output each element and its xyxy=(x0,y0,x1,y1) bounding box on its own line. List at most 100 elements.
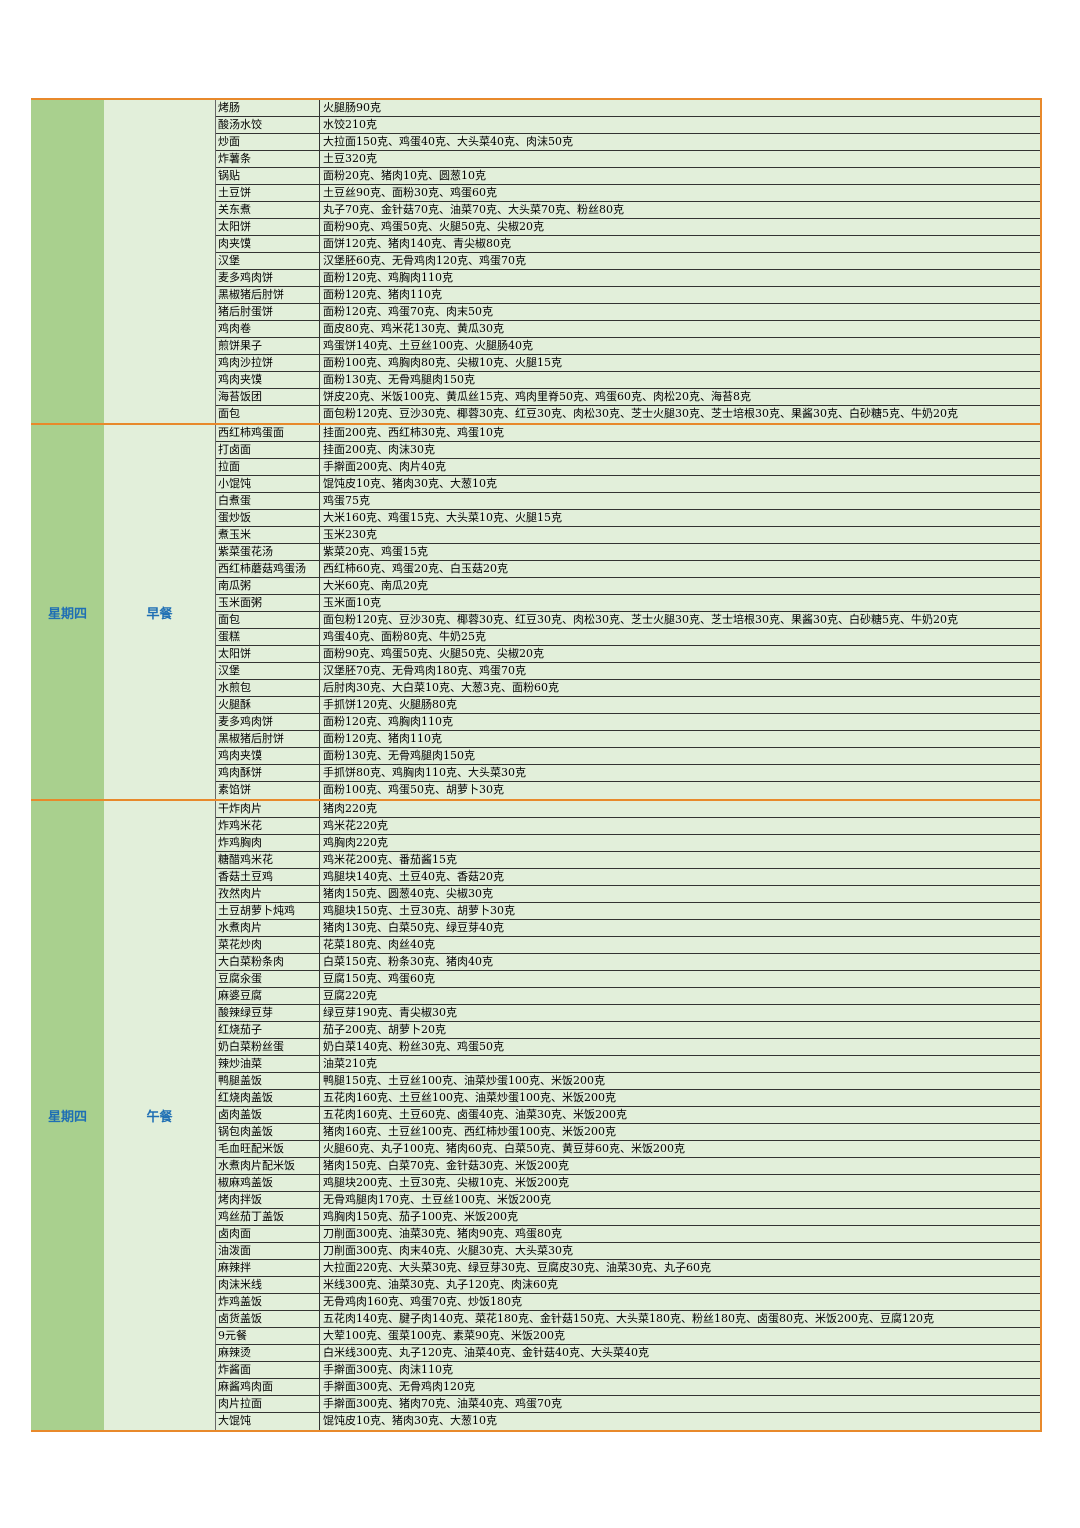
dish-name: 麻辣拌 xyxy=(215,1260,320,1276)
dish-name: 豆腐汆蛋 xyxy=(215,971,320,987)
ingredients: 猪肉220克 xyxy=(323,802,377,815)
ingredients: 玉米230克 xyxy=(323,528,377,541)
dish-name: 太阳饼 xyxy=(215,219,320,235)
ingredients: 鸡蛋75克 xyxy=(323,494,370,507)
dish-name: 锅贴 xyxy=(215,168,320,184)
ingredients: 手擀面300克、猪肉70克、油菜40克、鸡蛋70克 xyxy=(323,1397,562,1410)
dish-name: 西红柿鸡蛋面 xyxy=(215,425,320,441)
table-row: 煎饼果子 鸡蛋饼140克、土豆丝100克、火腿肠40克 xyxy=(215,338,1040,355)
ingredients: 大米160克、鸡蛋15克、大头菜10克、火腿15克 xyxy=(323,511,562,524)
ingredients: 面包粉120克、豆沙30克、椰蓉30克、红豆30克、肉松30克、芝士火腿30克、… xyxy=(323,613,958,626)
dish-name: 菜花炒肉 xyxy=(215,937,320,953)
ingredients: 汉堡胚70克、无骨鸡肉180克、鸡蛋70克 xyxy=(323,664,526,677)
ingredients: 水饺210克 xyxy=(323,118,377,131)
table-row: 炸鸡胸肉 鸡胸肉220克 xyxy=(215,835,1040,852)
ingredients: 面粉130克、无骨鸡腿肉150克 xyxy=(323,373,475,386)
ingredients: 丸子70克、金针菇70克、油菜70克、大头菜70克、粉丝80克 xyxy=(323,203,624,216)
table-row: 肉夹馍 面饼120克、猪肉140克、青尖椒80克 xyxy=(215,236,1040,253)
dish-name: 油泼面 xyxy=(215,1243,320,1259)
table-row: 锅贴 面粉20克、猪肉10克、圆葱10克 xyxy=(215,168,1040,185)
table-row: 糖醋鸡米花 鸡米花200克、番茄酱15克 xyxy=(215,852,1040,869)
ingredients: 鸡腿块150克、土豆30克、胡萝卜30克 xyxy=(323,904,515,917)
table-row: 炸薯条 土豆320克 xyxy=(215,151,1040,168)
rows: 干炸肉片 猪肉220克 炸鸡米花 鸡米花220克 炸鸡胸肉 鸡胸肉220克 糖醋鸡米花 鸡米花… xyxy=(215,801,1040,1430)
dish-name: 鸡肉酥饼 xyxy=(215,765,320,781)
ingredients: 奶白菜140克、粉丝30克、鸡蛋50克 xyxy=(323,1040,504,1053)
table-row: 太阳饼 面粉90克、鸡蛋50克、火腿50克、尖椒20克 xyxy=(215,646,1040,663)
dish-name: 肉夹馍 xyxy=(215,236,320,252)
table-row: 麻酱鸡肉面 手擀面300克、无骨鸡肉120克 xyxy=(215,1379,1040,1396)
dish-name: 面包 xyxy=(215,612,320,628)
ingredients: 挂面200克、西红柿30克、鸡蛋10克 xyxy=(323,426,504,439)
table-row: 麻婆豆腐 豆腐220克 xyxy=(215,988,1040,1005)
ingredients: 面饼120克、猪肉140克、青尖椒80克 xyxy=(323,237,511,250)
dish-name: 肉片拉面 xyxy=(215,1396,320,1412)
dish-name: 炒面 xyxy=(215,134,320,150)
ingredients: 猪肉150克、圆葱40克、尖椒30克 xyxy=(323,887,493,900)
dish-name: 水煮肉片 xyxy=(215,920,320,936)
table-row: 红烧肉盖饭 五花肉160克、土豆丝100克、油菜炒蛋100克、米饭200克 xyxy=(215,1090,1040,1107)
ingredients: 刀削面300克、油菜30克、猪肉90克、鸡蛋80克 xyxy=(323,1227,562,1240)
dish-name: 黑椒猪后肘饼 xyxy=(215,287,320,303)
table-row: 玉米面粥 玉米面10克 xyxy=(215,595,1040,612)
dish-name: 汉堡 xyxy=(215,253,320,269)
table-row: 酸汤水饺 水饺210克 xyxy=(215,117,1040,134)
ingredients: 无骨鸡腿肉170克、土豆丝100克、米饭200克 xyxy=(323,1193,551,1206)
dish-name: 玉米面粥 xyxy=(215,595,320,611)
dish-name: 蛋糕 xyxy=(215,629,320,645)
ingredients: 手擀面300克、无骨鸡肉120克 xyxy=(323,1380,475,1393)
ingredients: 白菜150克、粉条30克、猪肉40克 xyxy=(323,955,493,968)
dish-name: 酸汤水饺 xyxy=(215,117,320,133)
ingredients: 土豆丝90克、面粉30克、鸡蛋60克 xyxy=(323,186,497,199)
table-row: 椒麻鸡盖饭 鸡腿块200克、土豆30克、尖椒10克、米饭200克 xyxy=(215,1175,1040,1192)
table-row: 海苔饭团 饼皮20克、米饭100克、黄瓜丝15克、鸡肉里脊50克、鸡蛋60克、肉松… xyxy=(215,389,1040,406)
dish-name: 麦多鸡肉饼 xyxy=(215,270,320,286)
ingredients: 火腿肠90克 xyxy=(323,101,381,114)
dish-name: 9元餐 xyxy=(215,1328,320,1344)
table-row: 鸡肉酥饼 手抓饼80克、鸡胸肉110克、大头菜30克 xyxy=(215,765,1040,782)
table-row: 肉片拉面 手擀面300克、猪肉70克、油菜40克、鸡蛋70克 xyxy=(215,1396,1040,1413)
ingredients: 手抓饼120克、火腿肠80克 xyxy=(323,698,457,711)
table-row: 素馅饼 面粉100克、鸡蛋50克、胡萝卜30克 xyxy=(215,782,1040,799)
table-row: 小馄饨 馄饨皮10克、猪肉30克、大葱10克 xyxy=(215,476,1040,493)
menu-section: 烤肠 火腿肠90克 酸汤水饺 水饺210克 炒面 大拉面150克、鸡蛋40克、大头菜40克… xyxy=(31,98,1042,425)
table-row: 蛋炒饭 大米160克、鸡蛋15克、大头菜10克、火腿15克 xyxy=(215,510,1040,527)
menu-section: 星期四 午餐 干炸肉片 猪肉220克 炸鸡米花 鸡米花220克 炸鸡胸肉 鸡胸肉220克 糖醋鸡… xyxy=(31,799,1042,1432)
dish-name: 干炸肉片 xyxy=(215,801,320,817)
dish-name: 面包 xyxy=(215,406,320,423)
ingredients: 大荤100克、蛋菜100克、素菜90克、米饭200克 xyxy=(323,1329,565,1342)
ingredients: 面粉130克、无骨鸡腿肉150克 xyxy=(323,749,475,762)
dish-name: 土豆胡萝卜炖鸡 xyxy=(215,903,320,919)
dish-name: 孜然肉片 xyxy=(215,886,320,902)
ingredients: 面粉20克、猪肉10克、圆葱10克 xyxy=(323,169,486,182)
dish-name: 卤货盖饭 xyxy=(215,1311,320,1327)
dish-name: 麦多鸡肉饼 xyxy=(215,714,320,730)
table-row: 打卤面 挂面200克、肉沫30克 xyxy=(215,442,1040,459)
table-row: 烤肠 火腿肠90克 xyxy=(215,100,1040,117)
ingredients: 鸡腿块200克、土豆30克、尖椒10克、米饭200克 xyxy=(323,1176,569,1189)
table-row: 西红柿鸡蛋面 挂面200克、西红柿30克、鸡蛋10克 xyxy=(215,425,1040,442)
dish-name: 麻婆豆腐 xyxy=(215,988,320,1004)
dish-name: 鸡肉夹馍 xyxy=(215,748,320,764)
ingredients: 鸡蛋饼140克、土豆丝100克、火腿肠40克 xyxy=(323,339,533,352)
ingredients: 馄饨皮10克、猪肉30克、大葱10克 xyxy=(323,477,497,490)
table-row: 烤肉拌饭 无骨鸡腿肉170克、土豆丝100克、米饭200克 xyxy=(215,1192,1040,1209)
dish-name: 黑椒猪后肘饼 xyxy=(215,731,320,747)
dish-name: 糖醋鸡米花 xyxy=(215,852,320,868)
ingredients: 鸡蛋40克、面粉80克、牛奶25克 xyxy=(323,630,486,643)
table-row: 肉沫米线 米线300克、油菜30克、丸子120克、肉沫60克 xyxy=(215,1277,1040,1294)
table-row: 水煮肉片配米饭 猪肉150克、白菜70克、金针菇30克、米饭200克 xyxy=(215,1158,1040,1175)
dish-name: 烤肉拌饭 xyxy=(215,1192,320,1208)
dish-name: 南瓜粥 xyxy=(215,578,320,594)
table-row: 蛋糕 鸡蛋40克、面粉80克、牛奶25克 xyxy=(215,629,1040,646)
dish-name: 麻酱鸡肉面 xyxy=(215,1379,320,1395)
dish-name: 酸辣绿豆芽 xyxy=(215,1005,320,1021)
table-row: 卤肉面 刀削面300克、油菜30克、猪肉90克、鸡蛋80克 xyxy=(215,1226,1040,1243)
dish-name: 炸鸡胸肉 xyxy=(215,835,320,851)
dish-name: 烤肠 xyxy=(215,100,320,116)
dish-name: 鸡肉沙拉饼 xyxy=(215,355,320,371)
dish-name: 煎饼果子 xyxy=(215,338,320,354)
ingredients: 鸡腿块140克、土豆40克、香菇20克 xyxy=(323,870,504,883)
ingredients: 五花肉140克、腱子肉140克、菜花180克、金针菇150克、大头菜180克、粉… xyxy=(323,1312,934,1325)
table-row: 红烧茄子 茄子200克、胡萝卜20克 xyxy=(215,1022,1040,1039)
